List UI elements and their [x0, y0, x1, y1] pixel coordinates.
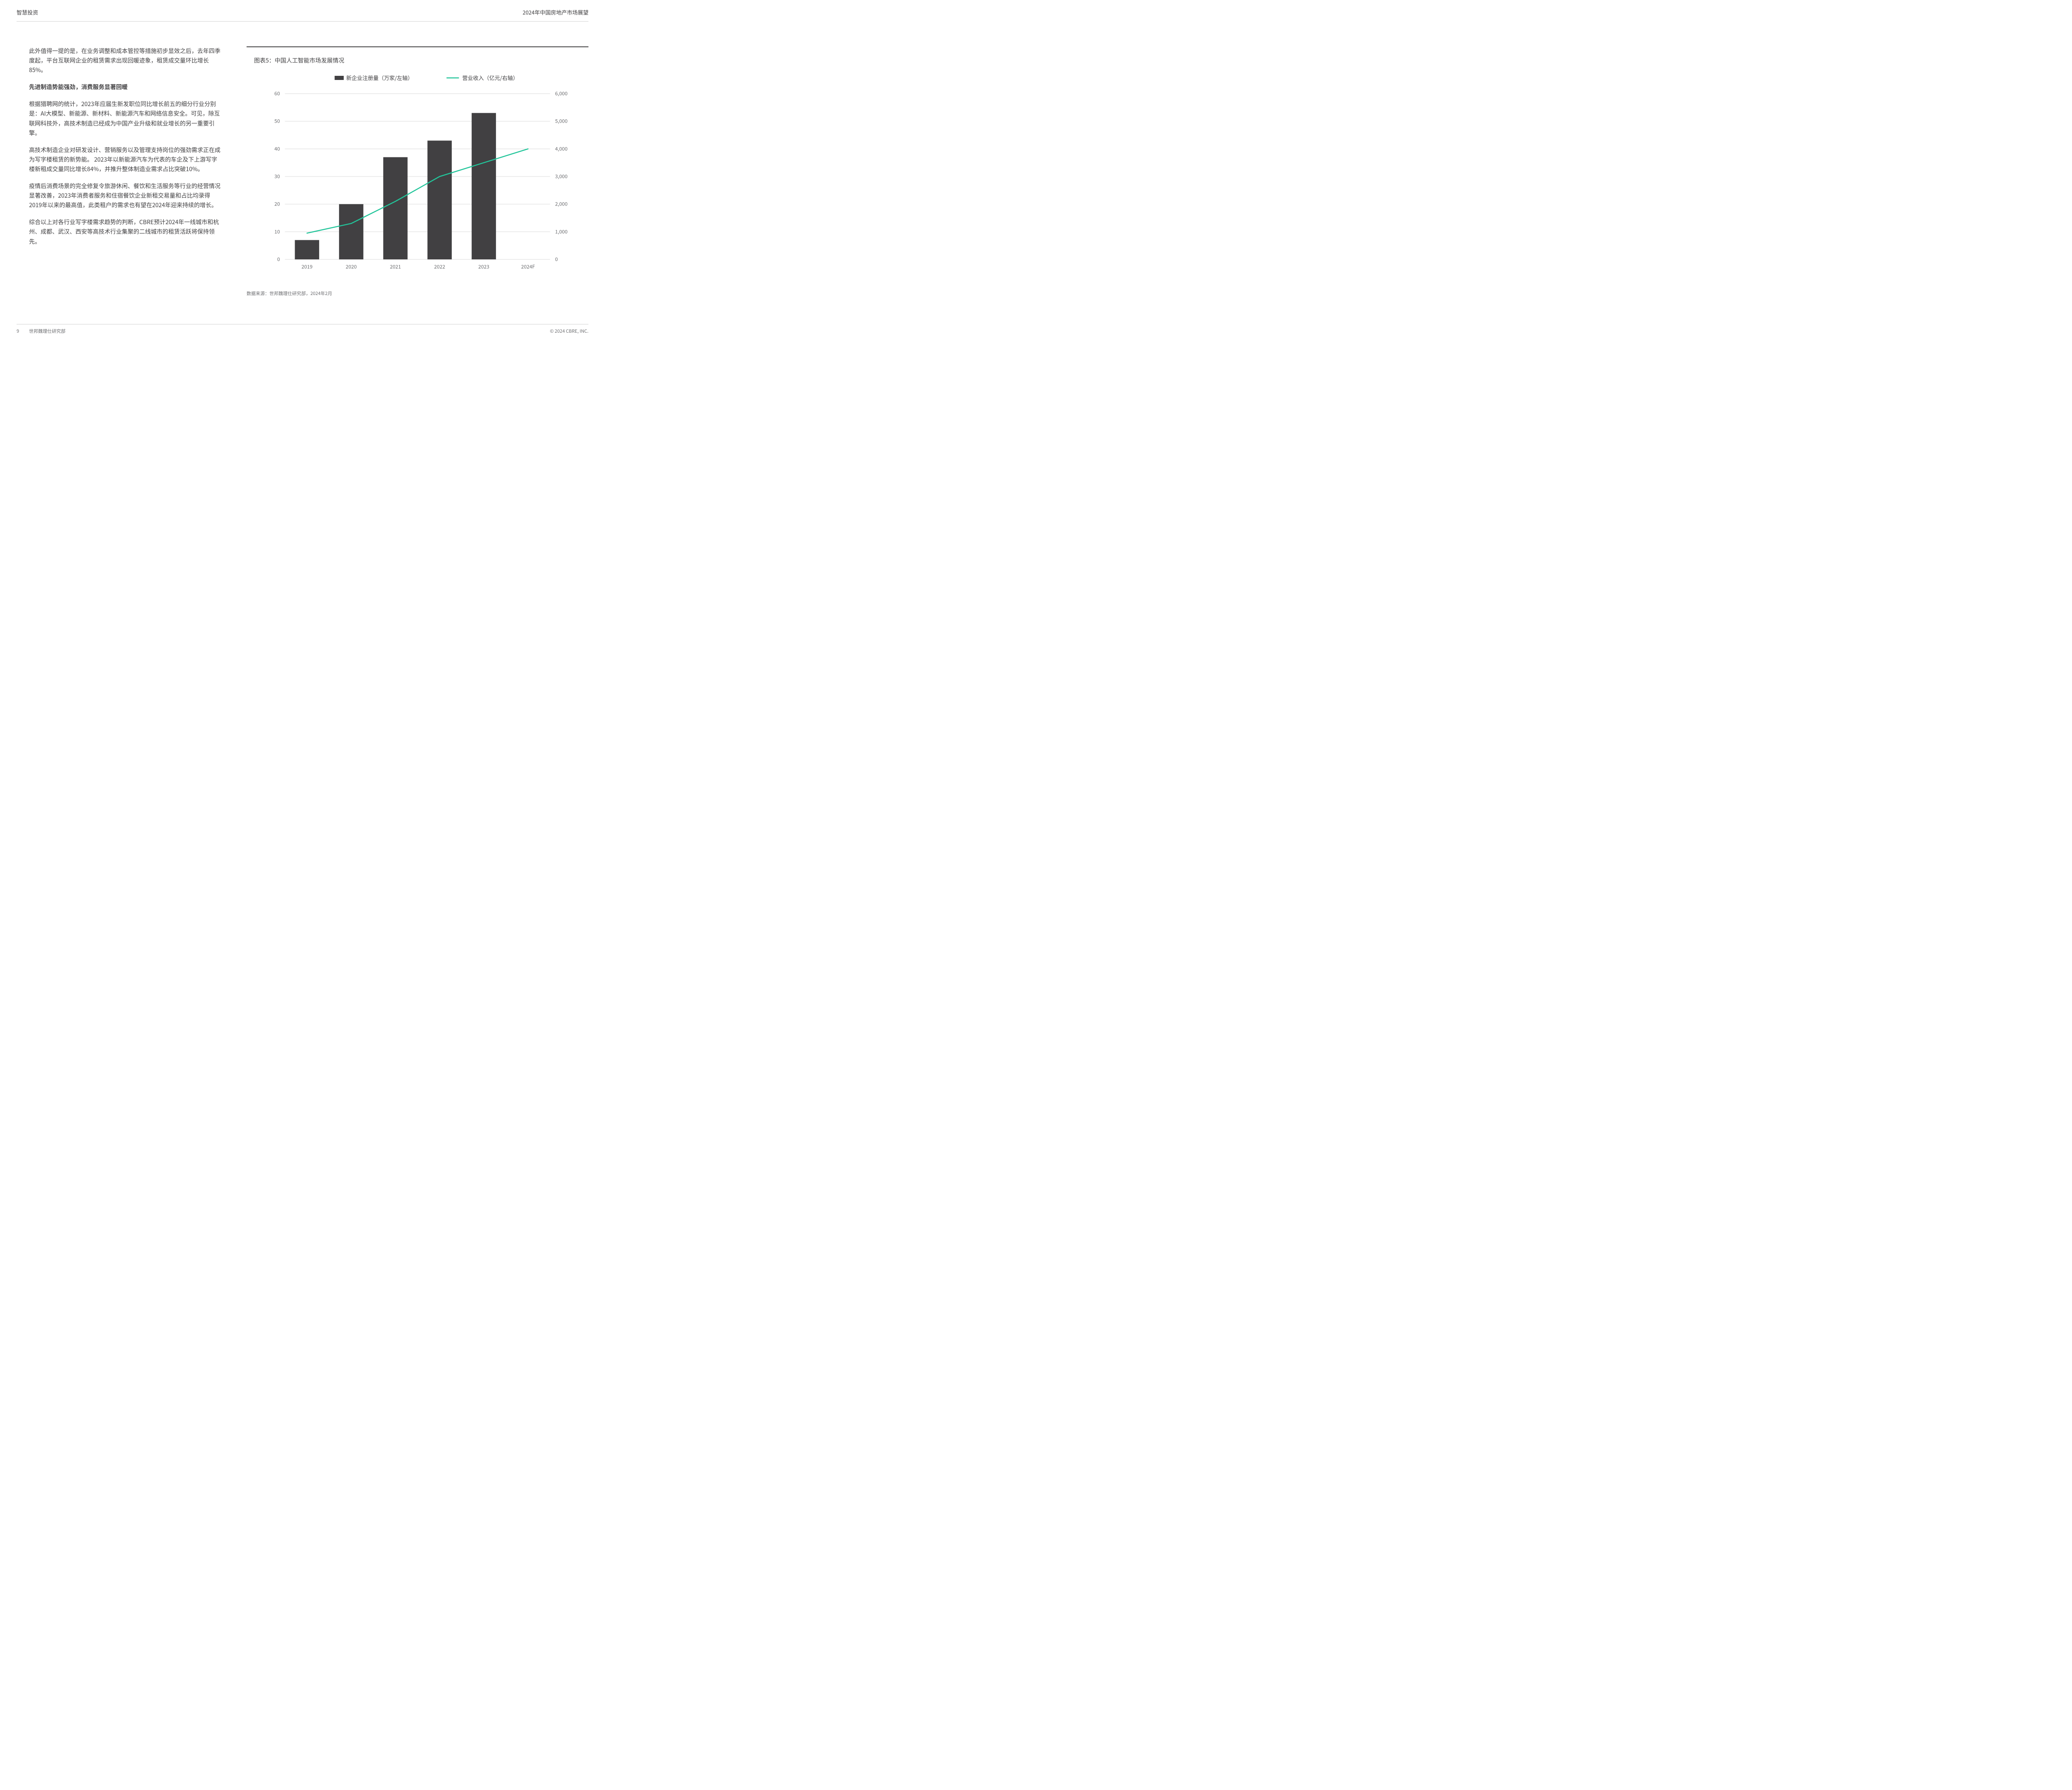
chart-source: 数据来源：世邦魏理仕研究部，2024年2月 — [247, 290, 588, 297]
legend-line-label: 营业收入（亿元/右轴） — [462, 74, 518, 82]
svg-text:10: 10 — [274, 228, 280, 235]
svg-text:0: 0 — [277, 256, 280, 263]
svg-text:40: 40 — [274, 145, 280, 152]
svg-text:20: 20 — [274, 201, 280, 208]
svg-text:5,000: 5,000 — [555, 118, 568, 125]
bar — [383, 157, 408, 259]
chart-card: 图表5：中国人工智能市场发展情况 0 0 10 1,000 20 2,000 30 3,000… — [247, 46, 588, 297]
paragraph-4: 疫情后消费场景的完全修复令旅游休闲、餐饮和生活服务等行业的经营情况显著改善，20… — [29, 181, 222, 210]
footer-dept: 世邦魏理仕研究部 — [29, 328, 65, 334]
svg-text:4,000: 4,000 — [555, 145, 568, 152]
svg-text:2019: 2019 — [302, 263, 313, 270]
chart-title: 图表5：中国人工智能市场发展情况 — [247, 47, 588, 65]
legend-bar-swatch — [335, 76, 344, 80]
svg-text:30: 30 — [274, 173, 280, 180]
page-number: 9 — [17, 328, 29, 334]
svg-text:50: 50 — [274, 118, 280, 125]
paragraph-2: 根据猎聘网的统计，2023年应届生新发职位同比增长前五的细分行业分别是：AI大模… — [29, 99, 222, 138]
svg-text:1,000: 1,000 — [555, 228, 568, 235]
svg-text:2024F: 2024F — [521, 263, 535, 270]
bar — [428, 140, 452, 259]
paragraph-5: 综合以上对各行业写字楼需求趋势的判断，CBRE预计2024年一线城市和杭州、成都… — [29, 218, 222, 246]
body-text-column: 此外值得一提的是，在业务调整和成本管控等措施初步显效之后，去年四季度起，平台互联… — [17, 46, 222, 297]
paragraph-1: 此外值得一提的是，在业务调整和成本管控等措施初步显效之后，去年四季度起，平台互联… — [29, 46, 222, 75]
header-left: 智慧投资 — [17, 8, 38, 16]
legend-bar-label: 新企业注册量（万家/左轴） — [346, 74, 413, 82]
header-right: 2024年中国房地产市场展望 — [523, 8, 588, 16]
svg-text:2020: 2020 — [346, 263, 357, 270]
combo-chart: 0 0 10 1,000 20 2,000 30 3,000 40 4,000 50 5,000 60 6… — [247, 65, 588, 288]
footer-copyright: © 2024 CBRE, INC. — [550, 328, 588, 334]
subheading: 先进制造势能强劲，消费服务显著回暖 — [29, 82, 222, 92]
svg-text:3,000: 3,000 — [555, 173, 568, 180]
svg-text:2023: 2023 — [478, 263, 489, 270]
bar — [472, 113, 496, 259]
svg-text:0: 0 — [555, 256, 558, 263]
bar — [295, 240, 320, 259]
svg-text:2021: 2021 — [390, 263, 401, 270]
bar — [339, 204, 363, 259]
paragraph-3: 高技术制造企业对研发设计、营销服务以及管理支持岗位的强劲需求正在成为写字楼租赁的… — [29, 145, 222, 174]
svg-text:60: 60 — [274, 90, 280, 97]
svg-text:6,000: 6,000 — [555, 90, 568, 97]
svg-text:2022: 2022 — [434, 263, 445, 270]
svg-text:2,000: 2,000 — [555, 201, 568, 208]
